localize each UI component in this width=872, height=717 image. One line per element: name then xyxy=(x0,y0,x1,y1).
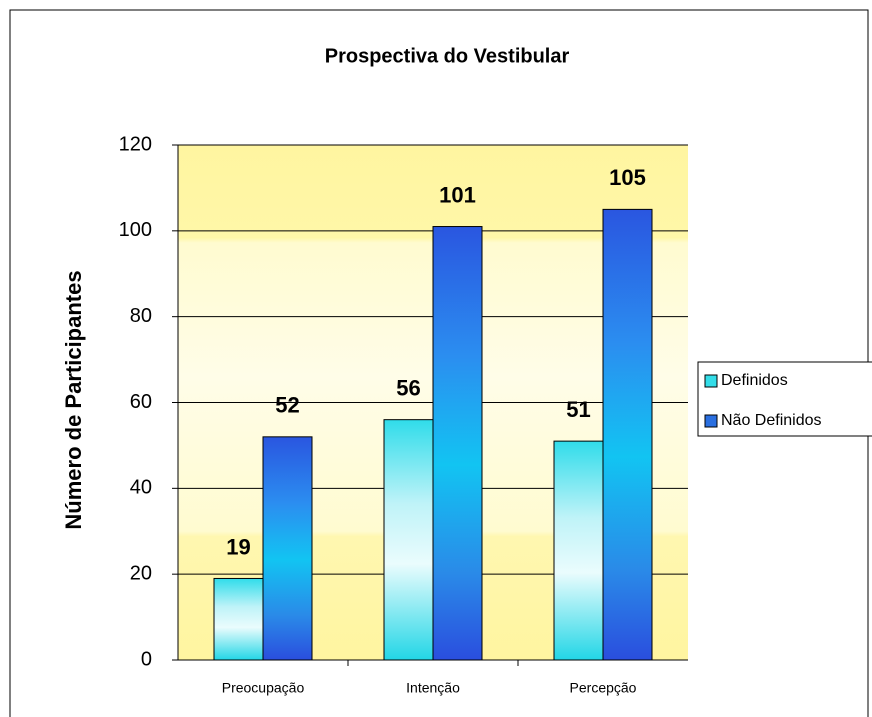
data-label: 56 xyxy=(396,375,420,400)
chart-title: Prospectiva do Vestibular xyxy=(325,45,570,67)
legend-swatch xyxy=(704,374,718,388)
y-tick-label: 100 xyxy=(119,219,152,241)
x-tick-label: Intenção xyxy=(406,680,460,696)
data-label: 52 xyxy=(275,393,299,418)
y-tick-label: 40 xyxy=(130,477,152,499)
data-label: 101 xyxy=(439,182,476,207)
x-tick-label: Percepção xyxy=(570,680,637,696)
y-tick-label: 0 xyxy=(141,648,152,670)
bar xyxy=(213,577,264,661)
y-tick-label: 60 xyxy=(130,391,152,413)
legend xyxy=(697,361,872,437)
bar xyxy=(262,436,313,661)
y-tick-label: 120 xyxy=(119,133,152,155)
data-label: 105 xyxy=(609,165,646,190)
data-label: 19 xyxy=(226,534,250,559)
data-label: 51 xyxy=(566,397,590,422)
y-tick-label: 80 xyxy=(130,305,152,327)
legend-label: Não Definidos xyxy=(721,412,822,429)
bar xyxy=(553,440,604,661)
y-axis-label: Número de Participantes xyxy=(61,270,86,529)
bar xyxy=(432,226,483,661)
legend-label: Definidos xyxy=(721,372,788,389)
bar xyxy=(383,419,434,661)
x-tick-label: Preocupação xyxy=(222,680,305,696)
legend-swatch xyxy=(704,414,718,428)
bar xyxy=(602,208,653,661)
y-tick-label: 20 xyxy=(130,562,152,584)
